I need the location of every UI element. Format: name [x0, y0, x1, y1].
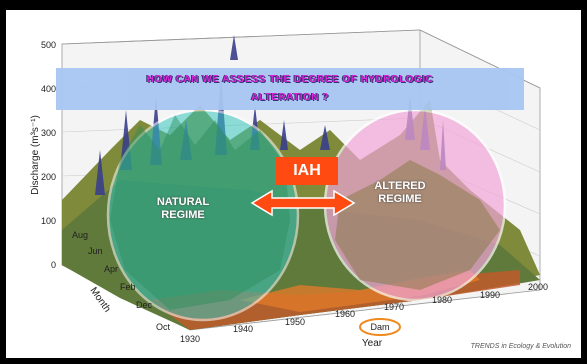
- natural-regime-circle: [106, 108, 300, 322]
- natural-regime-label: NATURAL REGIME: [138, 196, 228, 222]
- top-border: [0, 0, 587, 10]
- natural-label-line-1: NATURAL: [156, 196, 210, 208]
- year-tick: 1990: [480, 290, 500, 300]
- discharge-tick: 500: [41, 40, 56, 50]
- year-tick: 1980: [432, 295, 452, 305]
- altered-label-line-2: REGIME: [378, 193, 422, 205]
- altered-label-line-1: ALTERED: [374, 180, 426, 192]
- natural-label-line-2: REGIME: [161, 209, 205, 221]
- year-tick: 1960: [335, 309, 355, 319]
- month-tick: Feb: [120, 282, 136, 292]
- discharge-tick: 0: [51, 260, 56, 270]
- discharge-tick: 300: [41, 128, 56, 138]
- month-tick: Aug: [72, 230, 88, 240]
- year-tick: 2000: [528, 282, 548, 292]
- year-axis-title: Year: [362, 338, 383, 349]
- discharge-tick: 400: [41, 84, 56, 94]
- discharge-tick: 100: [41, 216, 56, 226]
- dam-label: Dam: [370, 322, 389, 332]
- altered-regime-label: ALTERED REGIME: [352, 180, 448, 206]
- altered-regime-circle: [323, 108, 507, 302]
- year-axis: 1930 1940 1950 1960 1970 1980 1990 2000 …: [180, 282, 548, 349]
- discharge-tick: 200: [41, 172, 56, 182]
- year-tick: 1940: [233, 324, 253, 334]
- dam-highlight-circle: [359, 318, 401, 336]
- question-banner: HOW CAN WE ASSESS THE DEGREE OF HYDROLOG…: [56, 68, 524, 110]
- month-tick: Apr: [104, 264, 118, 274]
- comparison-arrow: [250, 189, 356, 217]
- month-tick: Jun: [88, 246, 103, 256]
- banner-line-1: HOW CAN WE ASSESS THE DEGREE OF HYDROLOG…: [146, 74, 434, 85]
- iah-badge: IAH: [276, 157, 338, 185]
- month-tick: Dec: [136, 300, 153, 310]
- year-tick: 1930: [180, 334, 200, 344]
- year-tick: 1950: [285, 317, 305, 327]
- discharge-axis-title: Discharge (m³s⁻¹): [30, 115, 41, 195]
- year-tick: 1970: [384, 302, 404, 312]
- source-credit: TRENDS in Ecology & Evolution: [470, 343, 571, 350]
- banner-line-2: ALTERATION ?: [251, 92, 329, 103]
- month-tick: Oct: [156, 322, 171, 332]
- discharge-axis: 500 400 300 200 100 0 Discharge (m³s⁻¹): [30, 40, 56, 270]
